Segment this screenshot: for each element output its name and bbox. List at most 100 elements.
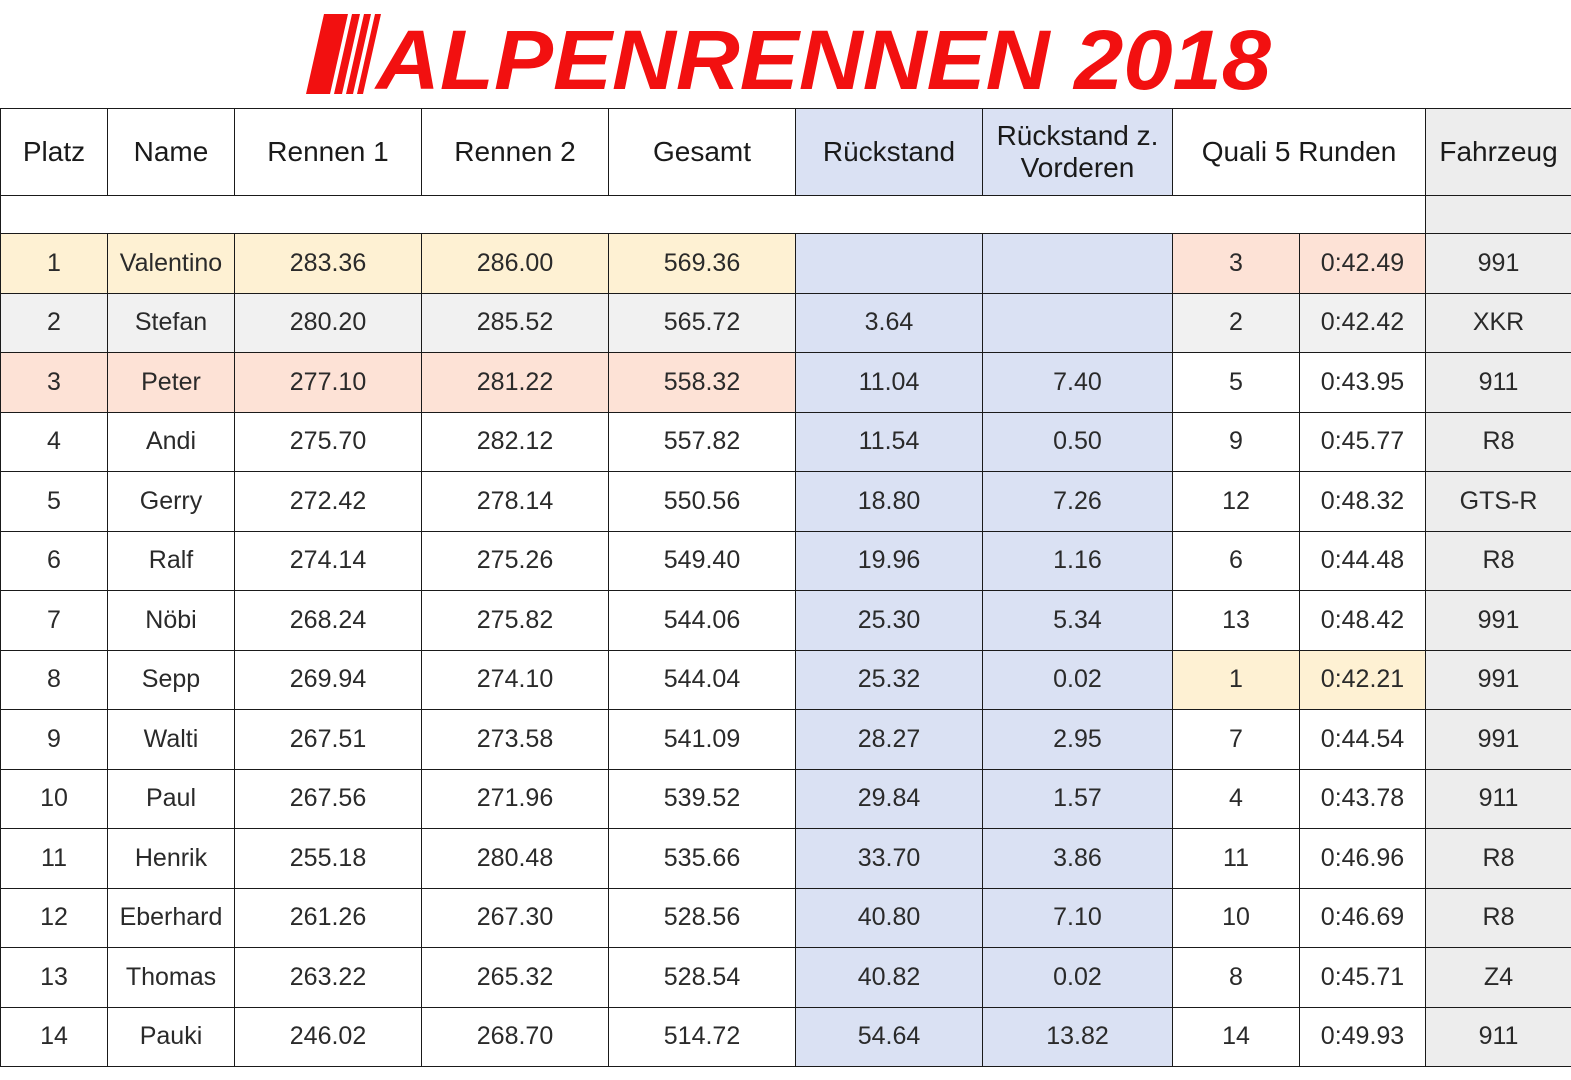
cell-gesamt: 558.32 — [608, 352, 796, 413]
cell-rueckstand-vorderen — [982, 292, 1173, 353]
cell-rueckstand-vorderen: 7.10 — [982, 887, 1173, 948]
table-row: 1 Valentino 283.36 286.00 569.36 3 0:42.49 991 — [0, 233, 1571, 294]
cell-fahrzeug: 991 — [1425, 590, 1571, 651]
cell-rennen-1: 275.70 — [234, 411, 422, 472]
cell-quali-time: 0:43.78 — [1298, 768, 1427, 829]
spacer-cell-fahrzeug — [1425, 195, 1571, 234]
cell-rueckstand: 54.64 — [795, 1006, 983, 1067]
cell-rennen-1: 246.02 — [234, 1006, 422, 1067]
cell-rueckstand-vorderen: 3.86 — [982, 828, 1173, 889]
cell-rennen-1: 277.10 — [234, 352, 422, 413]
cell-quali-position: 10 — [1172, 887, 1300, 948]
cell-rueckstand: 18.80 — [795, 471, 983, 532]
cell-gesamt: 544.04 — [608, 649, 796, 710]
cell-quali-time: 0:42.42 — [1298, 292, 1427, 353]
cell-fahrzeug: 911 — [1425, 352, 1571, 413]
cell-rueckstand-vorderen: 0.50 — [982, 411, 1173, 472]
cell-rueckstand: 3.64 — [795, 292, 983, 353]
cell-quali-position: 8 — [1172, 947, 1300, 1008]
header-row: Platz Name Rennen 1 Rennen 2 Gesamt Rück… — [0, 108, 1571, 196]
cell-platz: 9 — [0, 709, 108, 770]
cell-rennen-2: 273.58 — [421, 709, 609, 770]
cell-quali-time: 0:49.93 — [1298, 1006, 1427, 1067]
cell-quali-time: 0:48.32 — [1298, 471, 1427, 532]
header-rennen-1: Rennen 1 — [234, 108, 422, 196]
cell-fahrzeug: 911 — [1425, 768, 1571, 829]
cell-rueckstand — [795, 233, 983, 294]
cell-platz: 6 — [0, 530, 108, 591]
cell-rueckstand: 40.82 — [795, 947, 983, 1008]
spacer-row — [0, 195, 1571, 234]
cell-fahrzeug: Z4 — [1425, 947, 1571, 1008]
cell-gesamt: 565.72 — [608, 292, 796, 353]
cell-quali-time: 0:43.95 — [1298, 352, 1427, 413]
cell-rueckstand-vorderen: 7.26 — [982, 471, 1173, 532]
cell-platz: 10 — [0, 768, 108, 829]
table-row: 14 Pauki 246.02 268.70 514.72 54.64 13.82 14 0:4… — [0, 1006, 1571, 1067]
cell-rennen-1: 272.42 — [234, 471, 422, 532]
cell-rennen-2: 265.32 — [421, 947, 609, 1008]
cell-quali-time: 0:44.54 — [1298, 709, 1427, 770]
table-row: 9 Walti 267.51 273.58 541.09 28.27 2.95 7 0:44.5… — [0, 709, 1571, 770]
cell-rueckstand: 19.96 — [795, 530, 983, 591]
spacer-cell — [0, 195, 1427, 234]
cell-rennen-1: 280.20 — [234, 292, 422, 353]
speed-stripes-logo: ALPENRENNEN 2018 — [305, 13, 1271, 99]
cell-platz: 11 — [0, 828, 108, 889]
cell-quali-position: 5 — [1172, 352, 1300, 413]
cell-platz: 5 — [0, 471, 108, 532]
cell-rueckstand-vorderen: 5.34 — [982, 590, 1173, 651]
cell-name: Walti — [107, 709, 235, 770]
cell-platz: 2 — [0, 292, 108, 353]
cell-platz: 12 — [0, 887, 108, 948]
cell-rennen-2: 275.26 — [421, 530, 609, 591]
header-rennen-2: Rennen 2 — [421, 108, 609, 196]
table-row: 3 Peter 277.10 281.22 558.32 11.04 7.40 5 0:43.9… — [0, 352, 1571, 413]
cell-platz: 3 — [0, 352, 108, 413]
cell-rueckstand: 25.30 — [795, 590, 983, 651]
cell-rueckstand-vorderen: 2.95 — [982, 709, 1173, 770]
cell-fahrzeug: XKR — [1425, 292, 1571, 353]
cell-rennen-2: 281.22 — [421, 352, 609, 413]
cell-name: Valentino — [107, 233, 235, 294]
cell-rennen-2: 267.30 — [421, 887, 609, 948]
header-rueckstand: Rückstand — [795, 108, 983, 196]
cell-rueckstand: 29.84 — [795, 768, 983, 829]
cell-gesamt: 528.54 — [608, 947, 796, 1008]
cell-fahrzeug: 911 — [1425, 1006, 1571, 1067]
cell-rueckstand: 11.54 — [795, 411, 983, 472]
cell-fahrzeug: 991 — [1425, 233, 1571, 294]
cell-rennen-2: 268.70 — [421, 1006, 609, 1067]
cell-name: Gerry — [107, 471, 235, 532]
cell-quali-position: 1 — [1172, 649, 1300, 710]
cell-quali-position: 11 — [1172, 828, 1300, 889]
cell-platz: 7 — [0, 590, 108, 651]
cell-rueckstand: 25.32 — [795, 649, 983, 710]
cell-name: Nöbi — [107, 590, 235, 651]
cell-gesamt: 569.36 — [608, 233, 796, 294]
cell-quali-position: 7 — [1172, 709, 1300, 770]
cell-rueckstand-vorderen: 0.02 — [982, 649, 1173, 710]
cell-quali-time: 0:48.42 — [1298, 590, 1427, 651]
cell-name: Sepp — [107, 649, 235, 710]
table-row: 8 Sepp 269.94 274.10 544.04 25.32 0.02 1 0:42.21… — [0, 649, 1571, 710]
cell-rueckstand-vorderen: 1.16 — [982, 530, 1173, 591]
header-gesamt: Gesamt — [608, 108, 796, 196]
cell-rennen-1: 268.24 — [234, 590, 422, 651]
cell-platz: 14 — [0, 1006, 108, 1067]
table-row: 6 Ralf 274.14 275.26 549.40 19.96 1.16 6 0:44.48… — [0, 530, 1571, 591]
cell-name: Thomas — [107, 947, 235, 1008]
cell-quali-position: 6 — [1172, 530, 1300, 591]
cell-rueckstand-vorderen: 0.02 — [982, 947, 1173, 1008]
cell-quali-time: 0:45.71 — [1298, 947, 1427, 1008]
cell-rueckstand: 33.70 — [795, 828, 983, 889]
cell-name: Pauki — [107, 1006, 235, 1067]
cell-quali-time: 0:44.48 — [1298, 530, 1427, 591]
results-table: Platz Name Rennen 1 Rennen 2 Gesamt Rück… — [0, 108, 1571, 1067]
cell-rennen-1: 267.56 — [234, 768, 422, 829]
cell-fahrzeug: GTS-R — [1425, 471, 1571, 532]
table-row: 4 Andi 275.70 282.12 557.82 11.54 0.50 9 0:45.77… — [0, 411, 1571, 472]
cell-rueckstand-vorderen: 13.82 — [982, 1006, 1173, 1067]
cell-gesamt: 541.09 — [608, 709, 796, 770]
cell-rennen-2: 282.12 — [421, 411, 609, 472]
